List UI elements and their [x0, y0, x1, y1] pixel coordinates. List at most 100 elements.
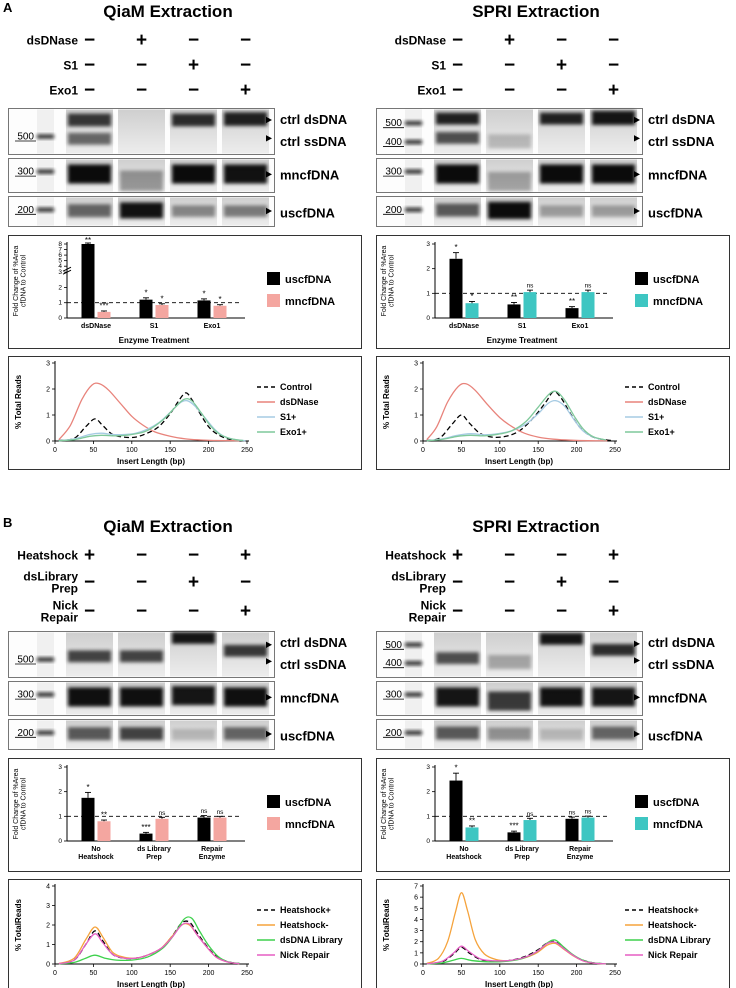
y-tick-label: 2	[58, 284, 62, 291]
treatment-label: dsLibrary Prep	[391, 568, 446, 596]
legend-label: uscfDNA	[285, 797, 332, 809]
treatment-table: dsDNase − + − − S1− − + − Exo1− − − +	[8, 28, 364, 103]
category-label: S1	[150, 323, 159, 330]
bar-chart-box: 0 1 2 3 * ** No Heatshock *** ns ds Library Prep ns n…	[376, 758, 730, 872]
significance-label: ns	[527, 283, 535, 290]
x-tick-label: 50	[458, 447, 466, 454]
x-tick-label: 250	[241, 970, 253, 977]
gel-ladder-band	[37, 657, 54, 662]
gel-marker-label: 200	[17, 728, 34, 739]
minus-symbol: −	[83, 600, 96, 622]
gel-band	[488, 655, 531, 670]
x-tick-label: 150	[532, 970, 544, 977]
x-tick-label: 200	[203, 970, 215, 977]
y-tick-label: 1	[426, 290, 430, 297]
x-axis-title: Insert Length (bp)	[117, 457, 185, 466]
gel-band	[172, 205, 215, 217]
y-tick-label: 4	[414, 917, 418, 924]
gel-right-label: uscfDNA	[648, 728, 704, 743]
gel-ladder-band	[37, 134, 54, 139]
gel-right-label: uscfDNA	[648, 205, 704, 220]
legend-label: Control	[280, 382, 312, 392]
legend-label: Nick Repair	[648, 950, 698, 960]
minus-symbol: −	[187, 29, 200, 51]
significance-label: *	[454, 243, 457, 252]
gel-marker-label: 500	[385, 118, 402, 129]
minus-symbol: −	[503, 79, 516, 101]
legend-swatch	[635, 294, 648, 307]
figure-column-qiam-a: QiaM Extraction dsDNase − + − − S1− − + − Exo1− − −…	[8, 2, 364, 477]
x-tick-label: 150	[532, 447, 544, 454]
series-line	[58, 382, 240, 442]
bar	[139, 299, 153, 318]
panel-A-grid: QiaM Extraction dsDNase − + − − S1− − + − Exo1− − −…	[0, 2, 736, 477]
y-tick-label: 0	[426, 838, 430, 845]
y-tick-label: 3	[46, 903, 50, 910]
gel-band	[68, 204, 111, 218]
treatment-row: dsLibrary Prep − − + −	[8, 568, 364, 597]
bar	[213, 305, 227, 318]
significance-label: ns	[527, 811, 535, 818]
gel-band	[436, 164, 479, 184]
legend-label: mncfDNA	[285, 819, 335, 831]
column-title: QiaM Extraction	[103, 2, 233, 21]
legend-label: Exo1+	[280, 427, 307, 437]
gel-ladder-lane	[37, 109, 54, 154]
gel-band	[172, 164, 215, 184]
legend-label: Heatshock+	[280, 905, 331, 915]
gel-band	[120, 170, 163, 191]
treatment-row: dsDNase − + − −	[8, 28, 364, 53]
plus-symbol: +	[239, 79, 252, 101]
x-tick-label: 200	[571, 447, 583, 454]
y-tick-label: 2	[58, 789, 62, 796]
gel-marker-label: 500	[17, 132, 34, 143]
treatment-row: Exo1− − − +	[8, 78, 364, 103]
bar	[81, 244, 95, 318]
gel-band	[592, 205, 635, 217]
gel-marker-label: 400	[385, 658, 402, 669]
line-chart: 0 1 2 3 0 50 100 150 200 250 Insert Length (bp) % T…	[14, 361, 319, 467]
gel-band	[540, 112, 583, 125]
gel-band	[488, 201, 531, 219]
line-chart: 0 1 2 3 0 50 100 150 200 250 Insert Length (bp) % T…	[382, 361, 687, 467]
gel-band	[540, 729, 583, 741]
category-label: Exo1	[204, 323, 221, 330]
y-tick-label: 7	[58, 247, 62, 254]
x-axis-title: Insert Length (bp)	[117, 980, 185, 988]
legend-swatch	[635, 272, 648, 285]
plus-symbol: +	[239, 600, 252, 622]
category-label: Repair	[201, 846, 223, 853]
significance-label: ***	[99, 301, 108, 310]
gel-right-label: ctrl dsDNA	[280, 112, 348, 127]
treatment-row: Nick Repair − − − +	[8, 597, 364, 626]
y-tick-label: 0	[46, 962, 50, 969]
y-tick-label: 4	[58, 263, 62, 270]
y-axis-title: % TotalReads	[14, 899, 23, 951]
legend-label: dsDNA Library	[648, 935, 711, 945]
gel-band	[68, 727, 111, 741]
gel-lane	[486, 632, 533, 677]
y-tick-label: 3	[46, 361, 50, 368]
panel-label-B: B	[3, 515, 13, 530]
gel-band-arrow-icon	[634, 116, 640, 124]
plus-symbol: +	[607, 79, 620, 101]
x-tick-label: 150	[164, 970, 176, 977]
line-chart-box: 0 1 2 3 4 5 6 7 0 50 100 150 200 250 Insert Length (bp…	[376, 879, 730, 988]
significance-label: ns	[217, 809, 225, 816]
gel-band	[436, 112, 479, 125]
gel-ladder-lane	[37, 159, 54, 192]
gel-right-label: ctrl dsDNA	[280, 635, 348, 650]
gel-band-arrow-icon	[266, 641, 272, 648]
gel-right-label: uscfDNA	[280, 205, 336, 220]
category-label: S1	[518, 323, 527, 330]
plus-symbol: +	[451, 544, 464, 566]
bar	[449, 258, 463, 318]
treatment-table: Heatshock + − − + dsLibrary Prep − − + − Nick Repair…	[376, 543, 732, 626]
legend-label: Heatshock+	[648, 905, 699, 915]
gel-image: 500 400 ctrl dsDNA ctrl ssDNA 300 mncfDNA 200 u…	[376, 631, 716, 750]
gel-right-label: ctrl dsDNA	[648, 112, 716, 127]
gel-ladder-band	[405, 207, 422, 212]
significance-label: *	[144, 288, 147, 297]
x-tick-label: 50	[90, 447, 98, 454]
